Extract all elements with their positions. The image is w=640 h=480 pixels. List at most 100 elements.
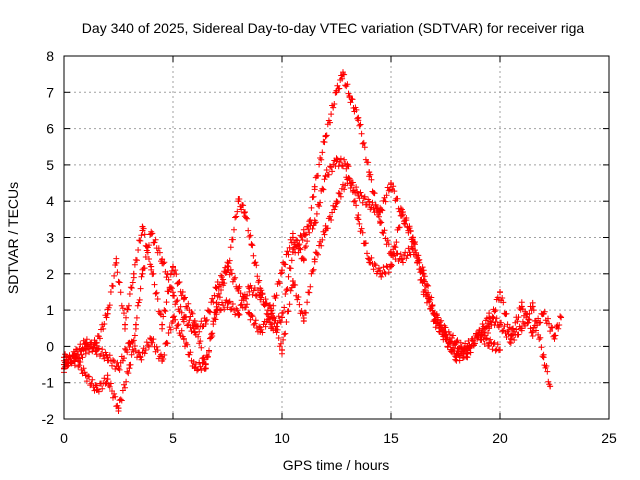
data-point (115, 405, 122, 412)
data-point (409, 234, 416, 241)
data-point (180, 336, 187, 343)
data-point (248, 241, 255, 248)
data-point (547, 383, 554, 390)
data-point (366, 169, 373, 176)
data-point (180, 296, 187, 303)
data-point (180, 314, 187, 321)
data-point (355, 114, 362, 121)
data-point (453, 350, 460, 357)
y-tick-label: 7 (46, 84, 54, 100)
data-point (213, 307, 220, 314)
data-series (61, 69, 565, 414)
y-tick-label: 4 (46, 193, 54, 209)
data-point (122, 321, 129, 328)
data-point (202, 361, 209, 368)
data-point (224, 299, 231, 306)
data-point (279, 314, 285, 321)
data-point (420, 288, 427, 295)
data-point (518, 325, 525, 332)
data-point (191, 317, 198, 324)
data-point (344, 161, 351, 168)
data-point (322, 227, 329, 234)
data-point (398, 256, 405, 263)
data-point (346, 92, 353, 99)
data-point (388, 249, 394, 256)
data-point (130, 270, 137, 277)
data-point (224, 267, 231, 274)
y-tick-label: 1 (46, 302, 54, 318)
data-point (529, 328, 536, 335)
data-point (551, 332, 558, 339)
data-point (366, 256, 373, 263)
y-tick-label: 6 (46, 121, 54, 137)
y-tick-label: 8 (46, 48, 54, 64)
data-point (311, 256, 318, 263)
data-point (377, 219, 384, 226)
data-point (289, 234, 296, 241)
data-point (202, 317, 209, 324)
data-point (235, 285, 242, 292)
y-tick-label: 2 (46, 266, 54, 282)
x-tick-label: 15 (383, 430, 399, 446)
data-point (289, 278, 296, 285)
data-point (93, 347, 100, 354)
data-point (104, 310, 111, 317)
data-point (139, 223, 146, 230)
data-point (497, 321, 503, 328)
y-tick-label: 3 (46, 230, 54, 246)
data-point (93, 386, 100, 393)
data-point (377, 270, 384, 277)
data-point (442, 328, 449, 335)
data-point (279, 267, 285, 274)
data-point (377, 209, 384, 216)
data-point (159, 256, 166, 263)
satellite-track-c (61, 174, 554, 390)
data-point (148, 263, 155, 270)
y-tick-label: 5 (46, 157, 54, 173)
data-point (322, 132, 329, 139)
data-point (388, 263, 394, 270)
data-point (159, 321, 166, 328)
data-point (333, 158, 340, 165)
data-point (486, 339, 493, 346)
data-point (409, 245, 416, 252)
data-point (333, 89, 340, 96)
data-point (300, 256, 307, 263)
grid-lines (64, 56, 609, 419)
data-point (322, 172, 329, 179)
data-point (104, 354, 111, 361)
data-point (235, 310, 242, 317)
data-point (191, 365, 198, 372)
data-point (497, 347, 503, 354)
data-point (170, 292, 176, 299)
data-point (333, 198, 340, 205)
data-point (132, 321, 139, 328)
data-point (486, 325, 493, 332)
data-point (431, 310, 438, 317)
data-point (398, 212, 405, 219)
data-point (311, 219, 318, 226)
data-point (311, 183, 318, 190)
data-point (366, 201, 373, 208)
data-point (71, 350, 78, 357)
data-point (82, 339, 89, 346)
data-point (246, 285, 253, 292)
satellite-track-c-markers (61, 174, 553, 388)
data-point (268, 325, 275, 332)
data-point (115, 365, 122, 372)
data-point (126, 339, 133, 346)
data-point (300, 230, 307, 237)
data-point (388, 180, 394, 187)
data-point (558, 314, 565, 321)
satellite-track-a-markers (61, 69, 502, 414)
x-tick-label: 25 (601, 430, 617, 446)
y-tick-label: -2 (42, 411, 55, 427)
data-point (300, 317, 307, 324)
data-point (507, 336, 514, 343)
x-tick-label: 0 (60, 430, 68, 446)
y-tick-label: -1 (42, 375, 55, 391)
x-tick-label: 10 (274, 430, 290, 446)
data-point (113, 259, 120, 266)
data-point (170, 314, 176, 321)
axis-ticks (63, 55, 610, 420)
